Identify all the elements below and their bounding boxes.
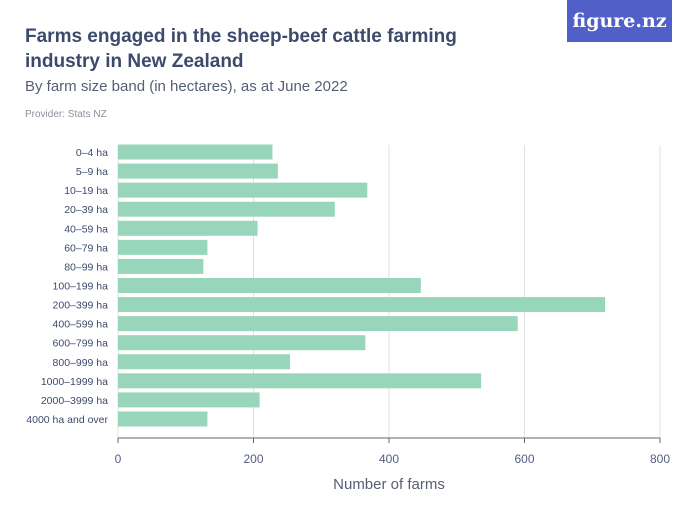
x-tick-label: 200	[243, 452, 263, 466]
bar-7	[118, 277, 421, 293]
x-tick-label: 400	[379, 452, 399, 466]
bar-2	[118, 182, 368, 198]
bar-4	[118, 220, 258, 236]
figure-nz-logo[interactable]: figure.nz	[567, 0, 672, 42]
category-label: 1000–1999 ha	[41, 376, 108, 388]
bar-0	[118, 144, 273, 160]
category-label: 600–799 ha	[53, 338, 109, 350]
x-tick-label: 0	[115, 452, 122, 466]
category-label: 4000 ha and over	[26, 414, 108, 426]
bar-10	[118, 335, 366, 351]
category-label: 40–59 ha	[64, 223, 108, 235]
category-label: 2000–3999 ha	[41, 395, 108, 407]
category-label: 60–79 ha	[64, 242, 108, 254]
bar-13	[118, 392, 260, 408]
category-label: 5–9 ha	[76, 166, 108, 178]
category-label: 200–399 ha	[53, 300, 109, 312]
chart-subtitle: By farm size band (in hectares), as at J…	[25, 78, 348, 95]
bar-11	[118, 354, 291, 370]
bar-12	[118, 373, 482, 389]
category-label: 800–999 ha	[53, 357, 109, 369]
category-label: 100–199 ha	[53, 280, 109, 292]
category-label: 400–599 ha	[53, 319, 109, 331]
bar-3	[118, 201, 335, 217]
bar-1	[118, 163, 278, 179]
bar-8	[118, 297, 606, 313]
category-label: 80–99 ha	[64, 261, 108, 273]
x-axis-label: Number of farms	[333, 476, 445, 493]
bar-5	[118, 239, 208, 255]
category-label: 20–39 ha	[64, 204, 108, 216]
category-label: 0–4 ha	[76, 147, 108, 159]
provider-label: Provider: Stats NZ	[25, 109, 107, 120]
x-tick-label: 800	[650, 452, 670, 466]
category-label: 10–19 ha	[64, 185, 108, 197]
x-tick-label: 600	[514, 452, 534, 466]
chart-title: Farms engaged in the sheep-beef cattle f…	[25, 26, 457, 72]
bar-9	[118, 316, 518, 332]
bar-6	[118, 258, 204, 274]
bar-14	[118, 411, 208, 427]
